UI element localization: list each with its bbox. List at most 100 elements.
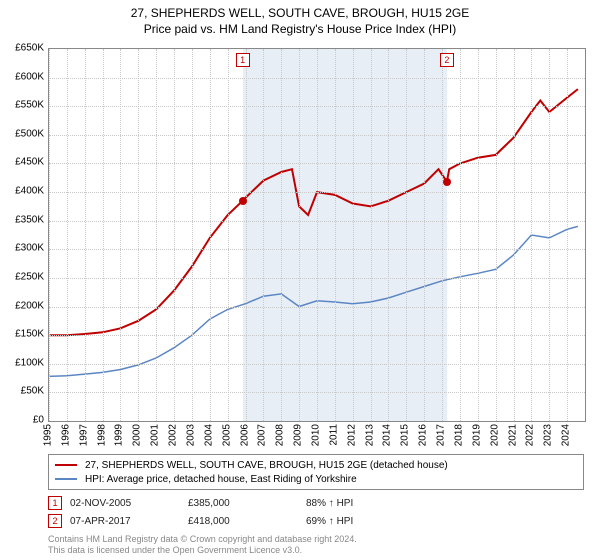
sales-row: 2 07-APR-2017 £418,000 69% ↑ HPI	[48, 512, 416, 530]
chart-plot-area: 12	[48, 48, 586, 422]
x-axis-label: 2001	[150, 424, 161, 446]
x-axis-label: 2020	[489, 424, 500, 446]
x-axis-label: 2021	[507, 424, 518, 446]
gridline-v	[531, 49, 532, 421]
footer-line2: This data is licensed under the Open Gov…	[48, 545, 357, 556]
x-axis-label: 2016	[418, 424, 429, 446]
title-subtitle: Price paid vs. HM Land Registry's House …	[0, 22, 600, 38]
sale-marker-box: 1	[236, 53, 250, 67]
gridline-v	[156, 49, 157, 421]
gridline-v	[120, 49, 121, 421]
sales-row: 1 02-NOV-2005 £385,000 88% ↑ HPI	[48, 494, 416, 512]
y-axis-label: £550K	[4, 100, 44, 111]
y-axis-label: £450K	[4, 157, 44, 168]
gridline-v	[263, 49, 264, 421]
legend-label-hpi: HPI: Average price, detached house, East…	[85, 474, 357, 485]
sale-marker-box: 2	[440, 53, 454, 67]
sale-price-1: £385,000	[188, 498, 298, 509]
gridline-v	[371, 49, 372, 421]
gridline-v	[210, 49, 211, 421]
sale-marker-1: 1	[48, 496, 62, 510]
y-axis-label: £350K	[4, 214, 44, 225]
x-axis-label: 2022	[525, 424, 536, 446]
y-axis-label: £300K	[4, 243, 44, 254]
y-axis-label: £50K	[4, 386, 44, 397]
gridline-v	[478, 49, 479, 421]
sale-marker-2: 2	[48, 514, 62, 528]
y-axis-label: £650K	[4, 43, 44, 54]
x-axis-label: 2014	[382, 424, 393, 446]
sale-dot	[443, 178, 451, 186]
sale-dot	[239, 197, 247, 205]
gridline-v	[424, 49, 425, 421]
gridline-v	[49, 49, 50, 421]
x-axis-label: 2018	[453, 424, 464, 446]
gridline-v	[85, 49, 86, 421]
x-axis-label: 1997	[78, 424, 89, 446]
legend-box: 27, SHEPHERDS WELL, SOUTH CAVE, BROUGH, …	[48, 454, 584, 490]
sale-price-2: £418,000	[188, 516, 298, 527]
x-axis-label: 2007	[257, 424, 268, 446]
gridline-v	[442, 49, 443, 421]
x-axis-label: 2006	[239, 424, 250, 446]
x-axis-label: 2012	[346, 424, 357, 446]
gridline-v	[514, 49, 515, 421]
sale-date-2: 07-APR-2017	[70, 516, 180, 527]
gridline-v	[103, 49, 104, 421]
gridline-v	[317, 49, 318, 421]
gridline-v	[299, 49, 300, 421]
x-axis-label: 2005	[221, 424, 232, 446]
gridline-v	[388, 49, 389, 421]
chart-container: 27, SHEPHERDS WELL, SOUTH CAVE, BROUGH, …	[0, 0, 600, 560]
x-axis-label: 2023	[543, 424, 554, 446]
x-axis-label: 1995	[43, 424, 54, 446]
gridline-v	[496, 49, 497, 421]
title-block: 27, SHEPHERDS WELL, SOUTH CAVE, BROUGH, …	[0, 0, 600, 37]
x-axis-label: 2024	[561, 424, 572, 446]
sales-table: 1 02-NOV-2005 £385,000 88% ↑ HPI 2 07-AP…	[48, 494, 416, 530]
y-axis-label: £0	[4, 415, 44, 426]
legend-swatch-property	[55, 464, 77, 466]
x-axis-label: 2003	[185, 424, 196, 446]
x-axis-label: 2002	[168, 424, 179, 446]
y-axis-label: £500K	[4, 128, 44, 139]
gridline-v	[549, 49, 550, 421]
x-axis-label: 2000	[132, 424, 143, 446]
legend-row-property: 27, SHEPHERDS WELL, SOUTH CAVE, BROUGH, …	[55, 458, 577, 472]
gridline-v	[353, 49, 354, 421]
series-line-property	[49, 89, 578, 335]
y-axis-label: £150K	[4, 329, 44, 340]
gridline-v	[192, 49, 193, 421]
x-axis-label: 1998	[96, 424, 107, 446]
x-axis-label: 2008	[275, 424, 286, 446]
x-axis-label: 2011	[328, 424, 339, 446]
gridline-v	[246, 49, 247, 421]
gridline-v	[406, 49, 407, 421]
x-axis-label: 2013	[364, 424, 375, 446]
y-axis-label: £400K	[4, 186, 44, 197]
x-axis-label: 2015	[400, 424, 411, 446]
gridline-v	[460, 49, 461, 421]
sale-date-1: 02-NOV-2005	[70, 498, 180, 509]
y-axis-label: £200K	[4, 300, 44, 311]
y-axis-label: £600K	[4, 71, 44, 82]
legend-label-property: 27, SHEPHERDS WELL, SOUTH CAVE, BROUGH, …	[85, 460, 448, 471]
legend-row-hpi: HPI: Average price, detached house, East…	[55, 472, 577, 486]
x-axis-label: 2009	[293, 424, 304, 446]
gridline-v	[138, 49, 139, 421]
y-axis-label: £100K	[4, 357, 44, 368]
title-address: 27, SHEPHERDS WELL, SOUTH CAVE, BROUGH, …	[0, 6, 600, 22]
x-axis-label: 2004	[203, 424, 214, 446]
y-axis-label: £250K	[4, 271, 44, 282]
footer-attribution: Contains HM Land Registry data © Crown c…	[48, 534, 357, 556]
x-axis-label: 1999	[114, 424, 125, 446]
x-axis-label: 2019	[471, 424, 482, 446]
gridline-v	[281, 49, 282, 421]
x-axis-label: 2010	[311, 424, 322, 446]
sale-hpi-1: 88% ↑ HPI	[306, 498, 416, 509]
gridline-v	[174, 49, 175, 421]
x-axis-label: 2017	[436, 424, 447, 446]
gridline-v	[335, 49, 336, 421]
x-axis-label: 1996	[60, 424, 71, 446]
sale-hpi-2: 69% ↑ HPI	[306, 516, 416, 527]
